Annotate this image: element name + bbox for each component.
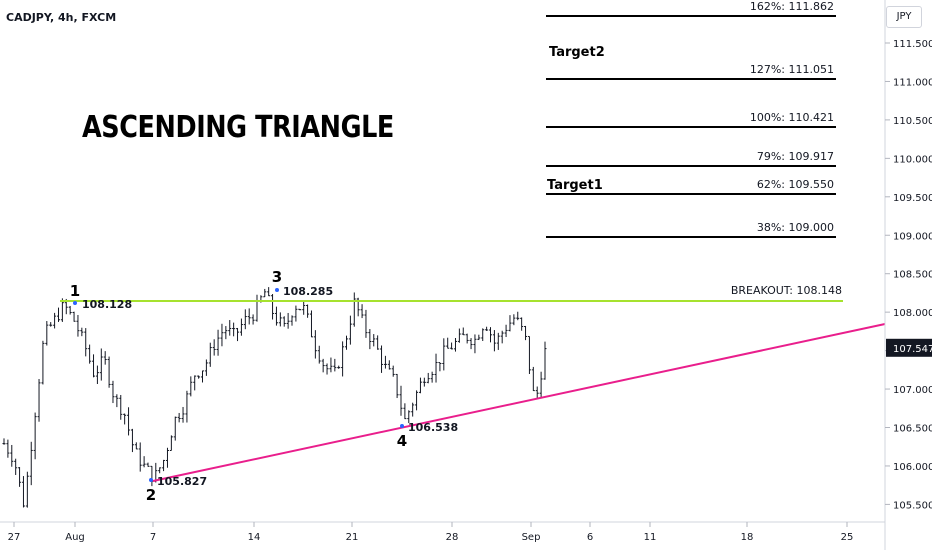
wave-point-marker — [149, 478, 153, 482]
fib-level-label: 79%: 109.917 — [757, 150, 834, 163]
time-tick-label: Sep — [522, 532, 541, 543]
fib-level-label: 100%: 110.421 — [750, 111, 834, 124]
currency-button[interactable]: JPY — [886, 6, 922, 28]
price-axis[interactable]: 111.500 111.000 110.500 110.000 109.500 109.0… — [884, 0, 932, 550]
time-tick-label: 25 — [841, 532, 854, 543]
symbol-label: CADJPY, 4h, FXCM — [6, 11, 117, 24]
wave-number-label: 1 — [70, 282, 80, 300]
wave-point-marker — [275, 288, 279, 292]
wave-point-marker — [73, 301, 77, 305]
time-tick-label: 21 — [346, 532, 359, 543]
wave-point-price: 106.538 — [408, 421, 458, 434]
wave-point-price: 108.128 — [82, 298, 132, 311]
target2-label: Target2 — [549, 45, 605, 60]
price-tick-label: 108.500 — [893, 270, 932, 281]
price-tick-label: 110.500 — [893, 116, 932, 127]
candlestick-series — [2, 287, 547, 508]
price-tick-label: 105.500 — [893, 500, 932, 511]
time-axis[interactable]: 27 Aug 7 14 21 28 Sep 6 11 18 25 — [0, 521, 885, 543]
fib-level-label: 127%: 111.051 — [750, 63, 834, 76]
time-tick-label: Aug — [65, 532, 85, 543]
target1-label: Target1 — [547, 178, 603, 193]
price-tick-label: 106.000 — [893, 462, 932, 473]
price-tick-label: 108.000 — [893, 308, 932, 319]
wave-point-price: 108.285 — [283, 285, 333, 298]
wave-number-label: 3 — [272, 268, 282, 286]
price-tick-label: 107.000 — [893, 385, 932, 396]
current-price-badge — [886, 338, 932, 357]
chart-labels: 162%: 111.862 127%: 111.051 100%: 110.421 7… — [70, 0, 842, 504]
fib-level-label: 62%: 109.550 — [757, 178, 834, 191]
price-tick-label: 111.500 — [893, 39, 932, 50]
price-tick-label: 109.500 — [893, 193, 932, 204]
breakout-label: BREAKOUT: 108.148 — [731, 284, 842, 297]
support-trendline — [152, 323, 886, 482]
price-tick-label: 111.000 — [893, 77, 932, 88]
time-tick-label: 18 — [741, 532, 754, 543]
price-tick-label: 110.000 — [893, 154, 932, 165]
fib-level-label: 38%: 109.000 — [757, 221, 834, 234]
time-tick-label: 28 — [446, 532, 459, 543]
fib-level-label: 162%: 111.862 — [750, 0, 834, 13]
current-price-label: 107.547 — [893, 344, 932, 355]
pattern-title: ASCENDING TRIANGLE — [82, 110, 394, 145]
price-tick-label: 109.000 — [893, 231, 932, 242]
chart-lines — [60, 15, 886, 482]
wave-point-marker — [400, 424, 404, 428]
time-tick-label: 11 — [644, 532, 657, 543]
time-tick-label: 14 — [248, 532, 261, 543]
time-tick-label: 27 — [8, 532, 21, 543]
wave-number-label: 2 — [146, 486, 156, 504]
wave-point-price: 105.827 — [157, 475, 207, 488]
price-tick-label: 106.500 — [893, 424, 932, 435]
wave-number-label: 4 — [397, 432, 407, 450]
time-tick-label: 6 — [587, 532, 593, 543]
time-tick-label: 7 — [150, 532, 156, 543]
